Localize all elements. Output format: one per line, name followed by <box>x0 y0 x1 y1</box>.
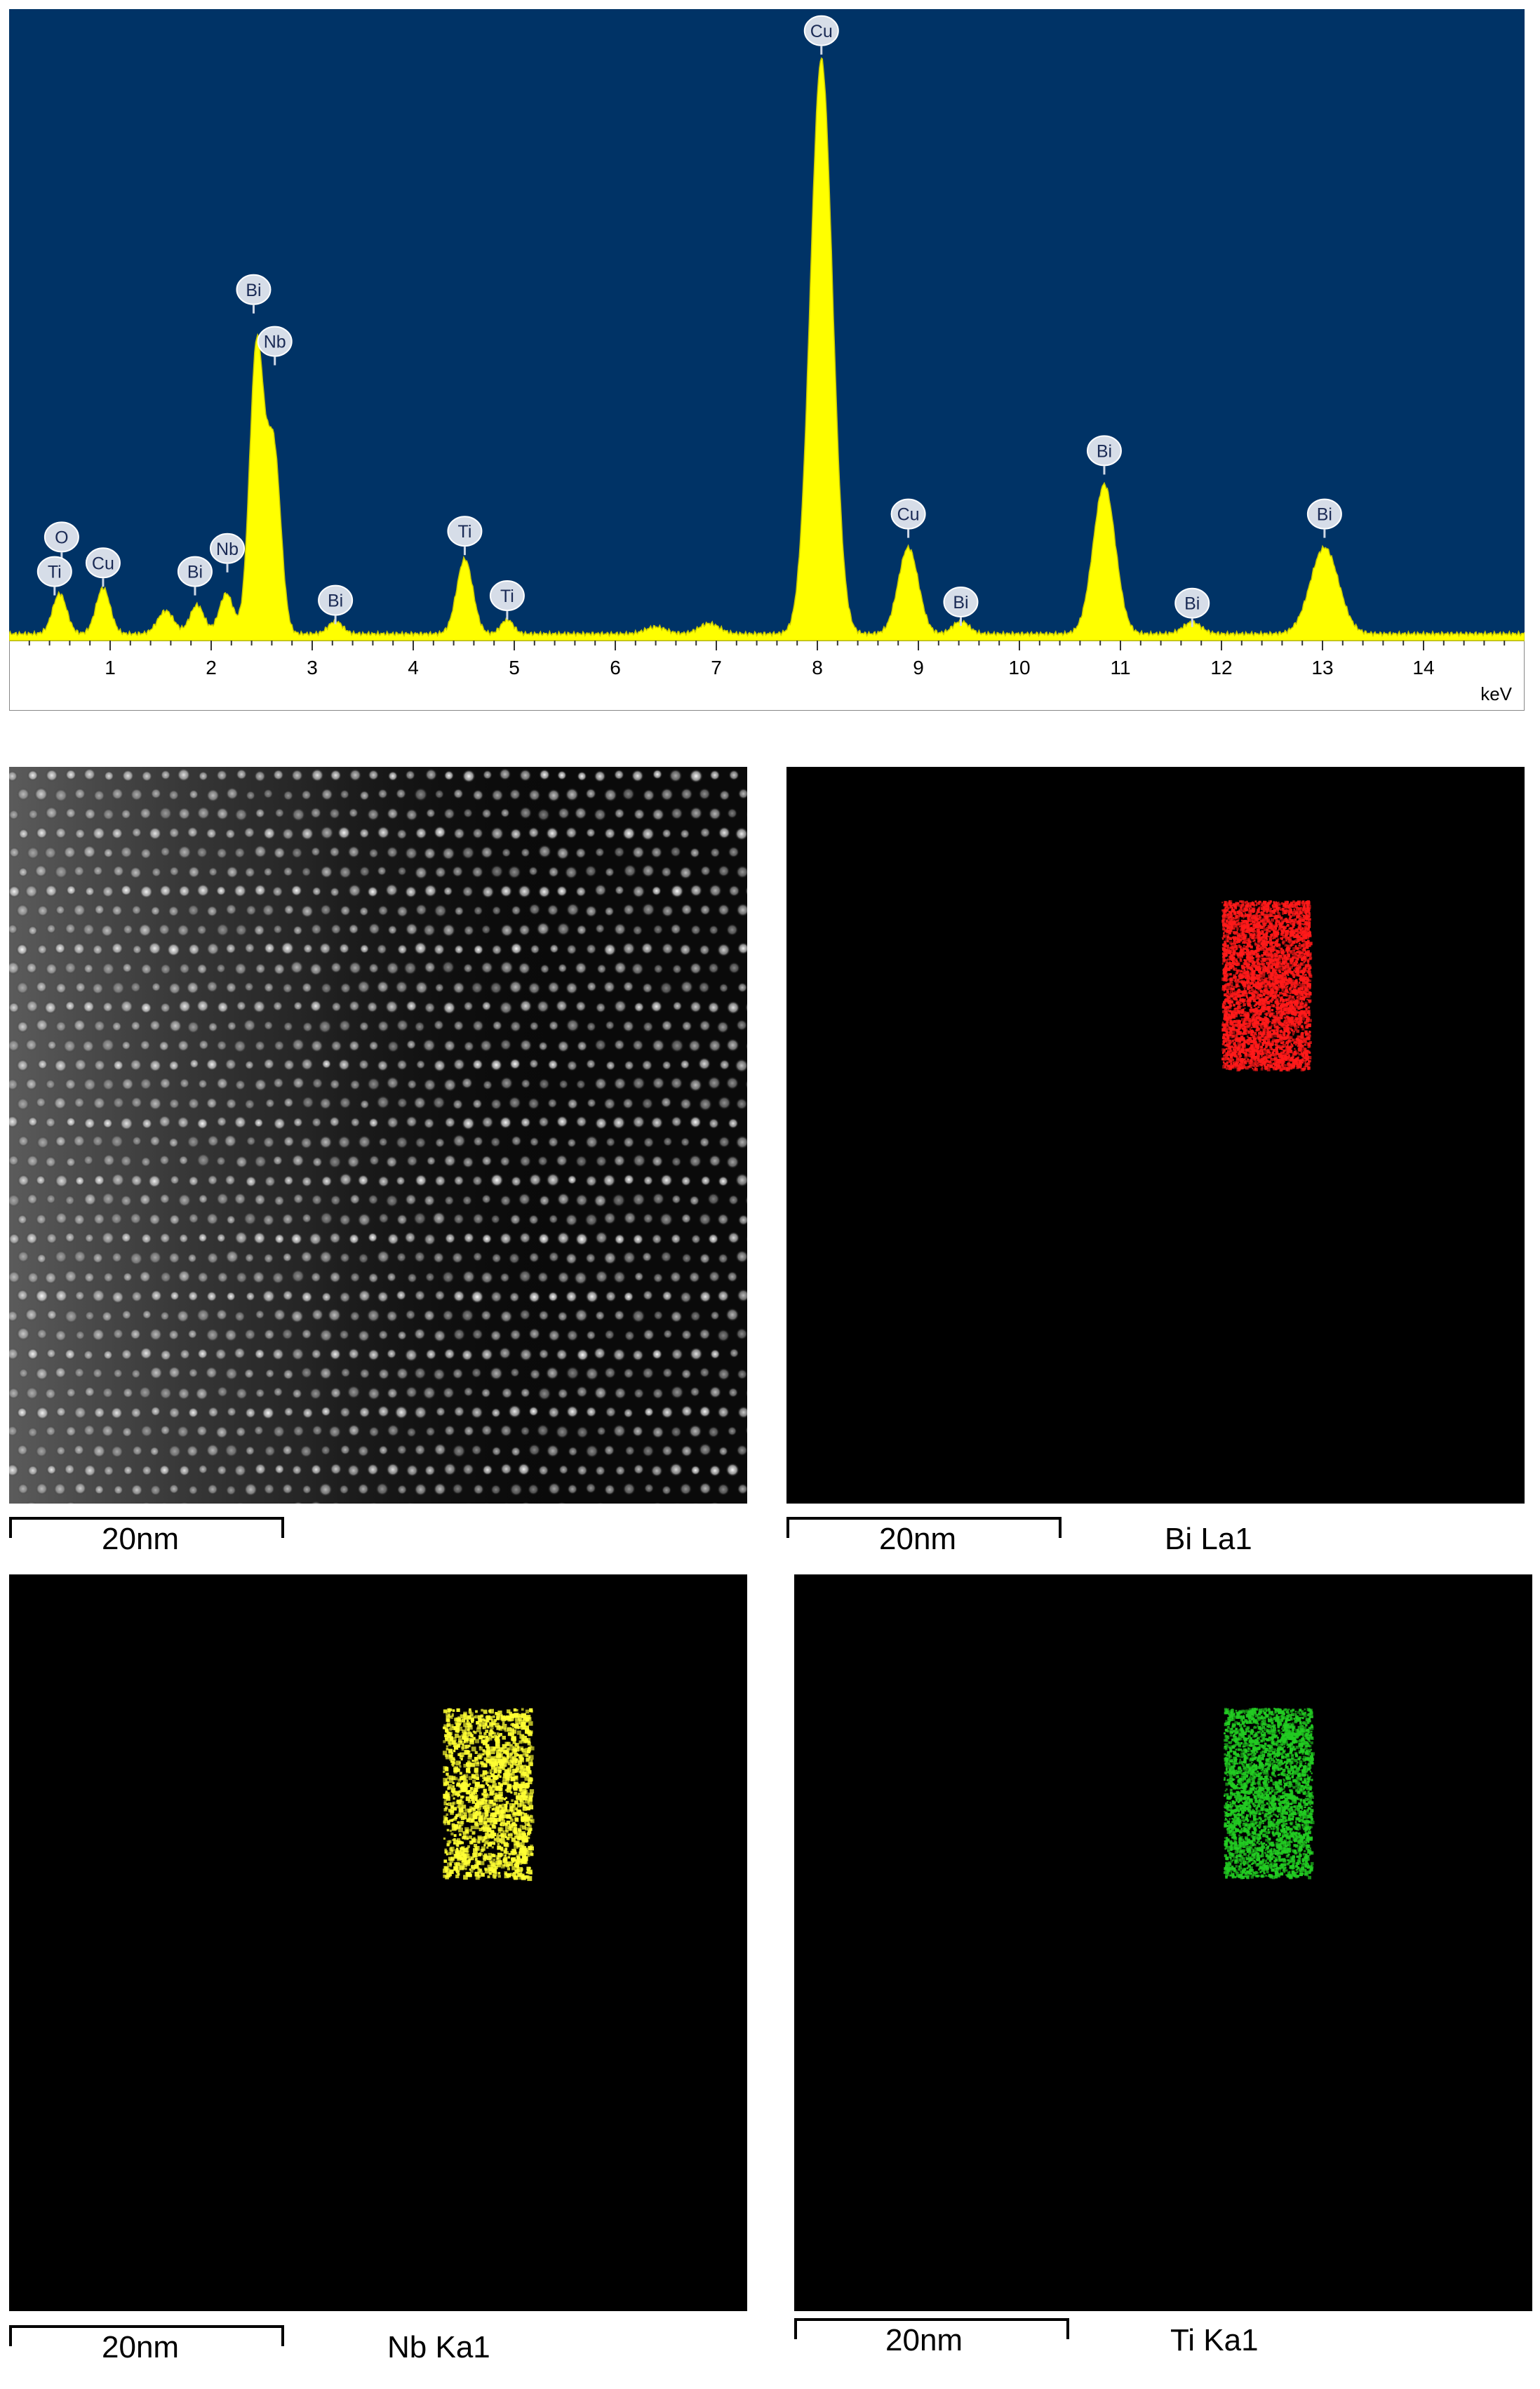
peak-label: Bi <box>318 584 354 624</box>
peak-label-text: Ti <box>457 522 471 542</box>
peak-label-text: Ti <box>48 563 62 582</box>
peak-label-bubble <box>236 274 272 305</box>
x-tick-label: 13 <box>1311 657 1333 678</box>
eds-spectrum-chart: 1 2 3 4 5 6 7 8 9 10 11 12 13 14 keV OTi Cu BiNbBiNbBiT… <box>9 9 1525 711</box>
peak-label-text: Cu <box>92 554 114 573</box>
scale-text-1: 20nm <box>102 1522 180 1556</box>
map-label-ti: Ti Ka1 <box>1170 2323 1259 2357</box>
scale-text-4: 20nm <box>885 2323 963 2357</box>
x-tick-label: 9 <box>913 657 924 678</box>
bi-element-map <box>1221 900 1313 1072</box>
peak-label-text: Bi <box>1097 441 1112 461</box>
peak-label: Ti <box>36 556 72 596</box>
peak-label-text: Nb <box>264 333 286 352</box>
peak-label: Cu <box>890 498 926 538</box>
map-label-nb: Nb Ka1 <box>387 2330 490 2364</box>
x-tick-label: 6 <box>610 657 621 678</box>
peak-label-bubble <box>447 516 483 547</box>
spectrum-area-path <box>9 57 1525 641</box>
peak-label-bubble <box>210 533 246 564</box>
peak-label: Nb <box>257 326 293 366</box>
peak-label: O <box>43 521 79 561</box>
x-tick-label: 11 <box>1110 657 1130 678</box>
x-tick-label: 10 <box>1008 657 1030 678</box>
atomic-lattice-image <box>9 767 747 1504</box>
peak-label: Ti <box>489 580 525 620</box>
x-tick-label: 4 <box>408 657 419 678</box>
spectrum-series <box>9 57 1525 641</box>
peak-label: Bi <box>177 556 213 596</box>
x-tick-label: 14 <box>1412 657 1434 678</box>
peak-label-text: Cu <box>897 505 920 525</box>
peak-label-bubble <box>318 584 354 616</box>
peak-label-bubble <box>489 580 525 612</box>
scale-bar-2 <box>786 1517 1062 1538</box>
peak-label-bubble <box>257 326 293 357</box>
scale-bar-1 <box>9 1517 284 1538</box>
x-tick-label: 5 <box>509 657 520 678</box>
peak-label: Bi <box>943 587 979 627</box>
map-label-bi: Bi La1 <box>1165 1522 1252 1556</box>
peak-label: Cu <box>803 15 839 55</box>
peak-label-bubble <box>177 556 213 587</box>
x-tick-label: 12 <box>1210 657 1232 678</box>
bi-la1-map-panel <box>786 767 1525 1504</box>
x-axis-ticks: 1 2 3 4 5 6 7 8 9 10 11 12 13 14 <box>28 641 1506 678</box>
peak-label: Bi <box>236 274 272 314</box>
scale-bar-3 <box>9 2325 284 2346</box>
peak-label-text: Bi <box>328 591 343 611</box>
peak-label-text: O <box>55 528 68 547</box>
scale-bar-4 <box>794 2318 1069 2339</box>
peak-label: Ti <box>447 516 483 556</box>
peak-label: Bi <box>1086 435 1122 475</box>
peak-label-bubble <box>1306 498 1342 530</box>
peak-label-text: Bi <box>246 281 261 300</box>
peak-label: Bi <box>1306 498 1342 538</box>
scale-text-3: 20nm <box>102 2330 180 2364</box>
peak-label-text: Bi <box>1317 505 1332 525</box>
peak-label-text: Bi <box>953 593 968 613</box>
scale-text-2: 20nm <box>879 1522 957 1556</box>
peak-label: Cu <box>85 547 121 587</box>
x-tick-label: 2 <box>206 657 217 678</box>
axis-strip <box>9 640 1525 711</box>
peak-label-bubble <box>890 498 926 530</box>
peak-label-text: Bi <box>187 563 203 582</box>
peak-label-text: Nb <box>216 540 239 559</box>
nb-ka1-map-panel <box>9 1574 747 2311</box>
peak-label-text: Ti <box>500 587 514 606</box>
peak-label: Nb <box>210 533 246 573</box>
peak-label: Bi <box>1174 587 1210 627</box>
peak-labels: O Ti Cu Bi Nb Bi Nb Bi Ti Ti Cu Cu Bi Bi Bi Bi <box>36 15 1342 627</box>
peak-label-bubble <box>1174 587 1210 619</box>
peak-label-bubble <box>43 521 79 553</box>
haadf-image-panel <box>9 767 747 1504</box>
x-tick-label: 3 <box>307 657 318 678</box>
x-axis-label: keV <box>1480 683 1512 704</box>
x-tick-label: 7 <box>711 657 722 678</box>
peak-label-bubble <box>803 15 839 46</box>
peak-label-bubble <box>36 556 72 587</box>
peak-label-bubble <box>1086 435 1122 467</box>
peak-label-text: Bi <box>1184 594 1200 614</box>
x-tick-label: 8 <box>812 657 823 678</box>
nb-element-map <box>443 1708 535 1881</box>
ti-ka1-map-panel <box>794 1574 1532 2311</box>
peak-label-bubble <box>943 587 979 618</box>
ti-element-map <box>1224 1708 1315 1880</box>
peak-label-bubble <box>85 547 121 579</box>
peak-label-text: Cu <box>810 22 833 41</box>
x-tick-label: 1 <box>105 657 116 678</box>
